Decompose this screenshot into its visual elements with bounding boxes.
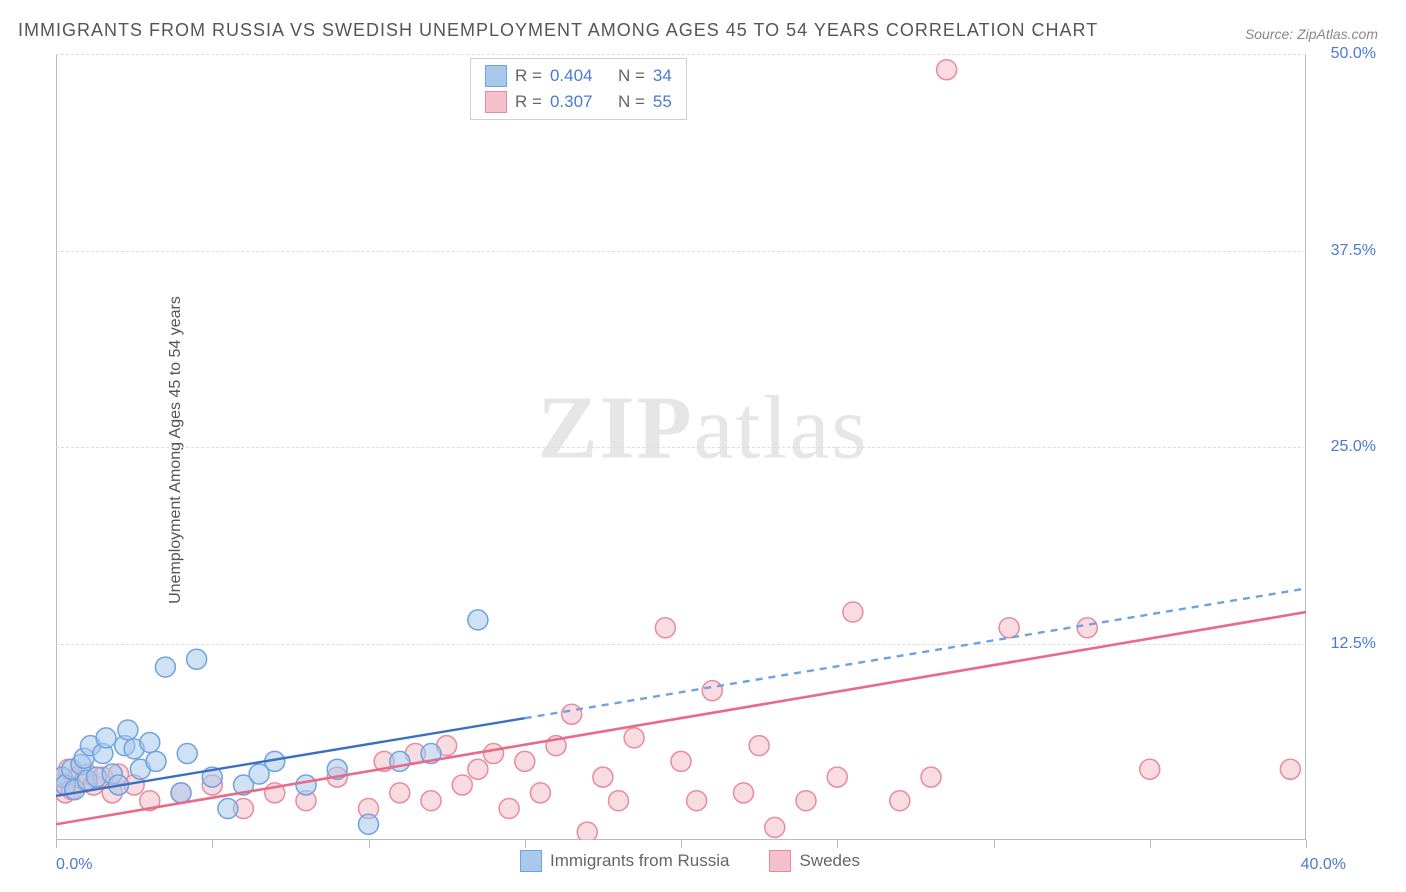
scatter-point: [146, 751, 166, 771]
scatter-point: [562, 704, 582, 724]
scatter-point: [187, 649, 207, 669]
scatter-svg: [56, 54, 1306, 840]
scatter-point: [655, 618, 675, 638]
y-tick-label: 12.5%: [1331, 635, 1376, 653]
x-axis-max-label: 40.0%: [1301, 856, 1346, 874]
scatter-point: [687, 791, 707, 811]
x-tick: [1306, 840, 1307, 848]
x-tick: [525, 840, 526, 848]
scatter-point: [296, 775, 316, 795]
scatter-point: [843, 602, 863, 622]
scatter-point: [218, 799, 238, 819]
scatter-point: [421, 791, 441, 811]
regression-line-solid: [56, 612, 1306, 824]
scatter-point: [468, 610, 488, 630]
source-attribution: Source: ZipAtlas.com: [1245, 26, 1378, 42]
scatter-point: [1077, 618, 1097, 638]
scatter-point: [1280, 759, 1300, 779]
x-tick: [212, 840, 213, 848]
scatter-point: [484, 744, 504, 764]
x-axis-min-label: 0.0%: [56, 856, 92, 874]
scatter-point: [452, 775, 472, 795]
x-tick: [369, 840, 370, 848]
y-tick-label: 25.0%: [1331, 438, 1376, 456]
legend-item-1: Swedes: [769, 850, 859, 872]
scatter-point: [390, 783, 410, 803]
scatter-point: [530, 783, 550, 803]
scatter-point: [671, 751, 691, 771]
scatter-point: [177, 744, 197, 764]
scatter-point: [171, 783, 191, 803]
x-tick: [837, 840, 838, 848]
scatter-point: [702, 681, 722, 701]
scatter-point: [593, 767, 613, 787]
legend-label-0: Immigrants from Russia: [550, 851, 729, 871]
scatter-point: [765, 817, 785, 837]
legend-item-0: Immigrants from Russia: [520, 850, 729, 872]
regression-line-dashed: [525, 588, 1306, 718]
y-tick-label: 50.0%: [1331, 45, 1376, 63]
x-tick: [56, 840, 57, 848]
scatter-point: [468, 759, 488, 779]
scatter-point: [734, 783, 754, 803]
scatter-point: [1140, 759, 1160, 779]
x-tick: [1150, 840, 1151, 848]
scatter-point: [999, 618, 1019, 638]
scatter-point: [890, 791, 910, 811]
scatter-point: [577, 822, 597, 840]
scatter-point: [155, 657, 175, 677]
x-tick: [681, 840, 682, 848]
legend-swatch-0: [520, 850, 542, 872]
scatter-point: [515, 751, 535, 771]
chart-title: IMMIGRANTS FROM RUSSIA VS SWEDISH UNEMPL…: [18, 20, 1098, 41]
scatter-point: [796, 791, 816, 811]
scatter-point: [140, 733, 160, 753]
x-tick: [994, 840, 995, 848]
scatter-point: [96, 728, 116, 748]
scatter-point: [359, 814, 379, 834]
scatter-point: [921, 767, 941, 787]
legend-label-1: Swedes: [799, 851, 859, 871]
scatter-point: [624, 728, 644, 748]
y-tick-label: 37.5%: [1331, 242, 1376, 260]
legend-series-box: Immigrants from Russia Swedes: [520, 850, 860, 872]
scatter-point: [609, 791, 629, 811]
scatter-point: [749, 736, 769, 756]
scatter-point: [827, 767, 847, 787]
scatter-point: [118, 720, 138, 740]
scatter-point: [937, 60, 957, 80]
scatter-point: [499, 799, 519, 819]
legend-swatch-1: [769, 850, 791, 872]
scatter-points: [56, 60, 1300, 840]
